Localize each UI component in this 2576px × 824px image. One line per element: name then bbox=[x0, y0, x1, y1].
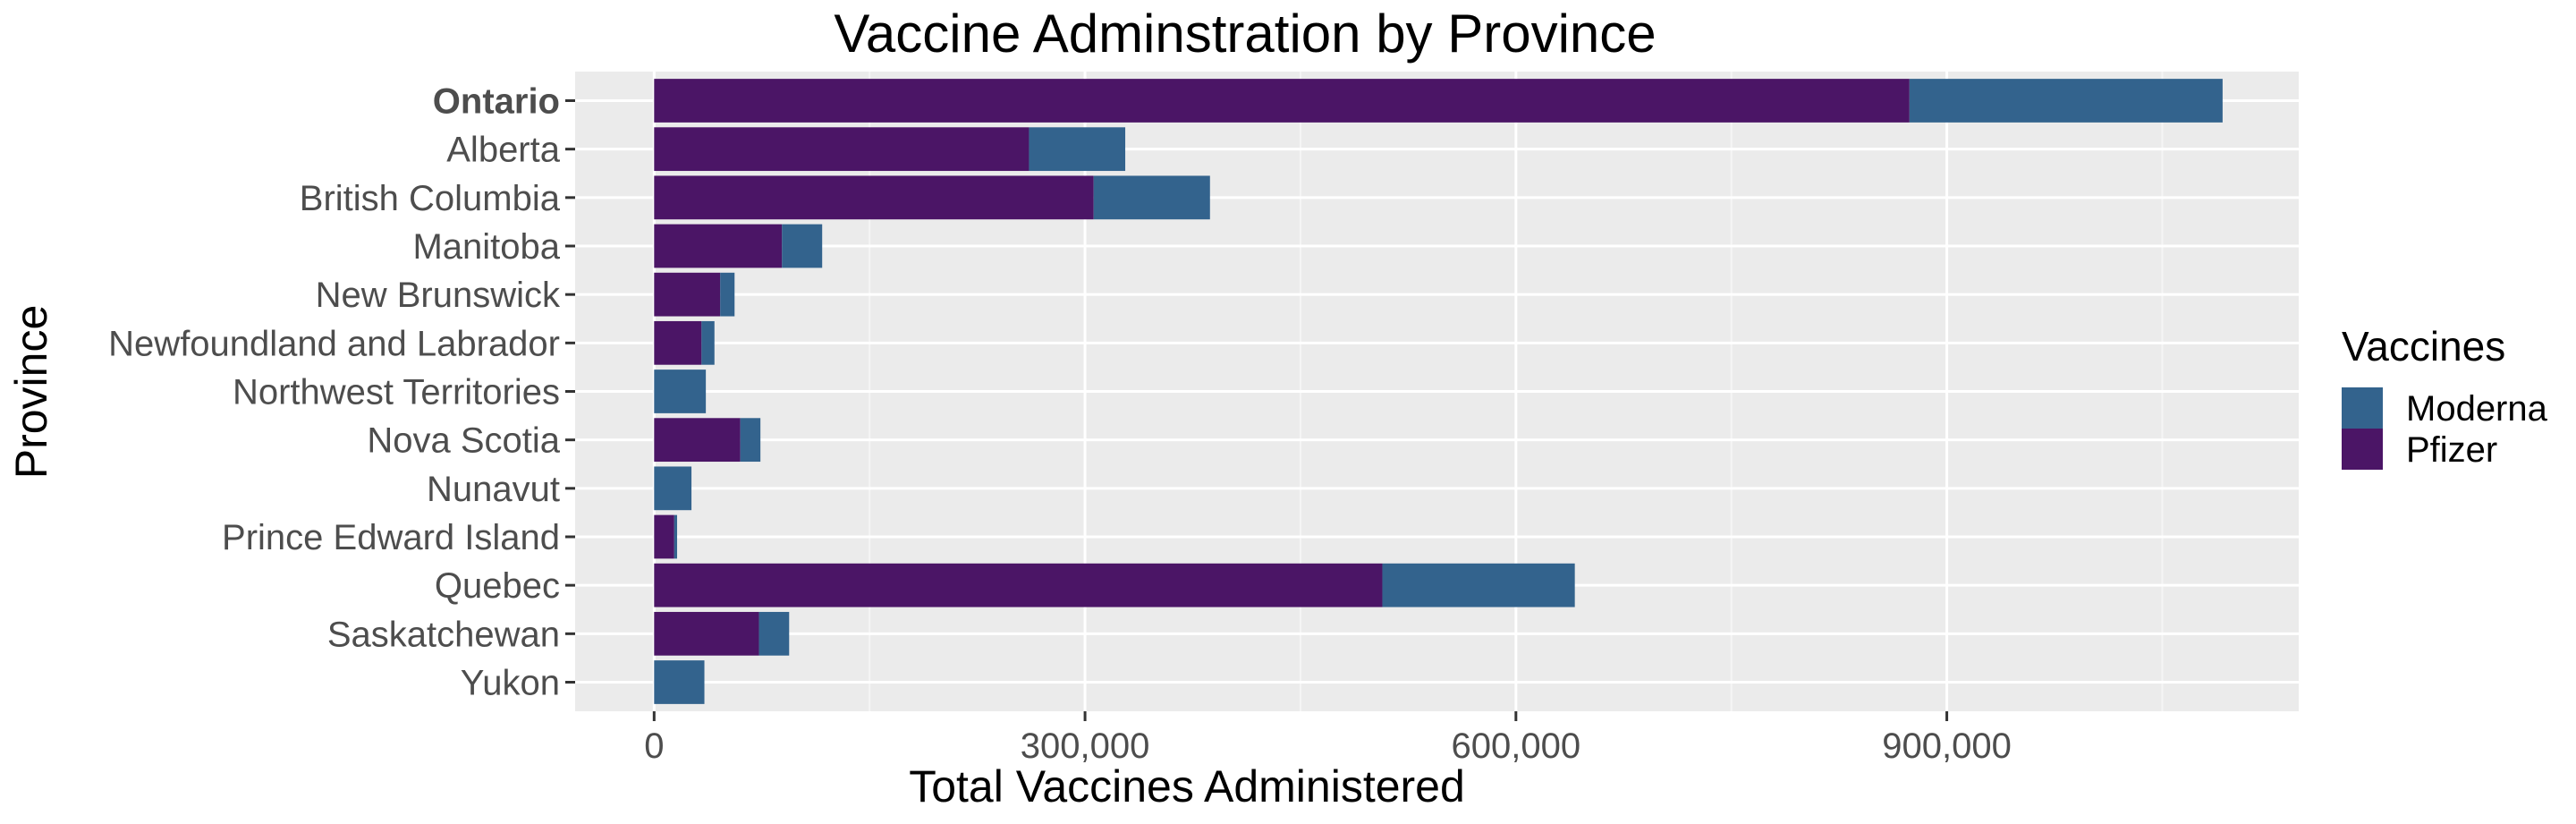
bar-pfizer bbox=[654, 79, 1910, 123]
y-axis-ticks: Ontario Alberta British Columbia Manitoba Ne… bbox=[108, 82, 575, 703]
legend-title: Vaccines bbox=[2342, 323, 2505, 370]
bar-moderna bbox=[720, 272, 735, 317]
y-tick-label: Alberta bbox=[446, 131, 560, 170]
y-tick-label: Nunavut bbox=[427, 470, 560, 509]
bar-pfizer bbox=[654, 563, 1383, 607]
legend-label-moderna: Moderna bbox=[2406, 389, 2548, 429]
x-axis-ticks: 0 300,000 600,000 900,000 bbox=[644, 711, 2012, 766]
x-axis-title: Total Vaccines Administered bbox=[909, 761, 1465, 811]
bar-pfizer bbox=[654, 514, 674, 559]
y-tick-label: Northwest Territories bbox=[233, 373, 560, 412]
y-tick-label: Ontario bbox=[433, 82, 560, 122]
y-tick-label: Prince Edward Island bbox=[222, 518, 560, 557]
x-tick-label: 300,000 bbox=[1021, 726, 1150, 766]
bar-moderna bbox=[1382, 563, 1575, 607]
y-axis-title: Province bbox=[6, 305, 56, 480]
bar-moderna bbox=[654, 660, 705, 704]
chart-title: Vaccine Adminstration by Province bbox=[834, 4, 1656, 64]
bar-moderna bbox=[1029, 127, 1126, 172]
legend-key-pfizer bbox=[2342, 429, 2383, 470]
bar-moderna bbox=[782, 224, 823, 268]
x-tick-label: 0 bbox=[644, 726, 664, 766]
bar-moderna bbox=[740, 418, 761, 463]
bar-moderna bbox=[1909, 79, 2223, 123]
bars bbox=[654, 79, 2223, 704]
bar-pfizer bbox=[654, 611, 759, 656]
bar-pfizer bbox=[654, 175, 1094, 220]
bar-pfizer bbox=[654, 418, 741, 463]
y-tick-label: British Columbia bbox=[300, 179, 561, 218]
bar-moderna bbox=[701, 320, 715, 365]
bar-pfizer bbox=[654, 320, 702, 365]
y-tick-label: Manitoba bbox=[412, 227, 560, 267]
bar-pfizer bbox=[654, 224, 783, 268]
bar-moderna bbox=[1093, 175, 1210, 220]
y-tick-label: Saskatchewan bbox=[327, 615, 560, 654]
bar-moderna bbox=[674, 514, 678, 559]
y-tick-label: Yukon bbox=[461, 664, 560, 703]
y-tick-label: Newfoundland and Labrador bbox=[108, 324, 560, 363]
x-tick-label: 600,000 bbox=[1452, 726, 1581, 766]
y-tick-label: New Brunswick bbox=[316, 276, 561, 315]
bar-moderna bbox=[654, 370, 707, 413]
legend-key-moderna bbox=[2342, 387, 2383, 429]
legend-label-pfizer: Pfizer bbox=[2406, 430, 2497, 470]
bar-moderna bbox=[758, 611, 790, 656]
y-tick-label: Nova Scotia bbox=[367, 421, 560, 461]
x-tick-label: 900,000 bbox=[1882, 726, 2012, 766]
bar-moderna bbox=[654, 466, 692, 511]
bar-pfizer bbox=[654, 127, 1030, 172]
y-tick-label: Quebec bbox=[435, 566, 560, 606]
bar-pfizer bbox=[654, 272, 721, 317]
